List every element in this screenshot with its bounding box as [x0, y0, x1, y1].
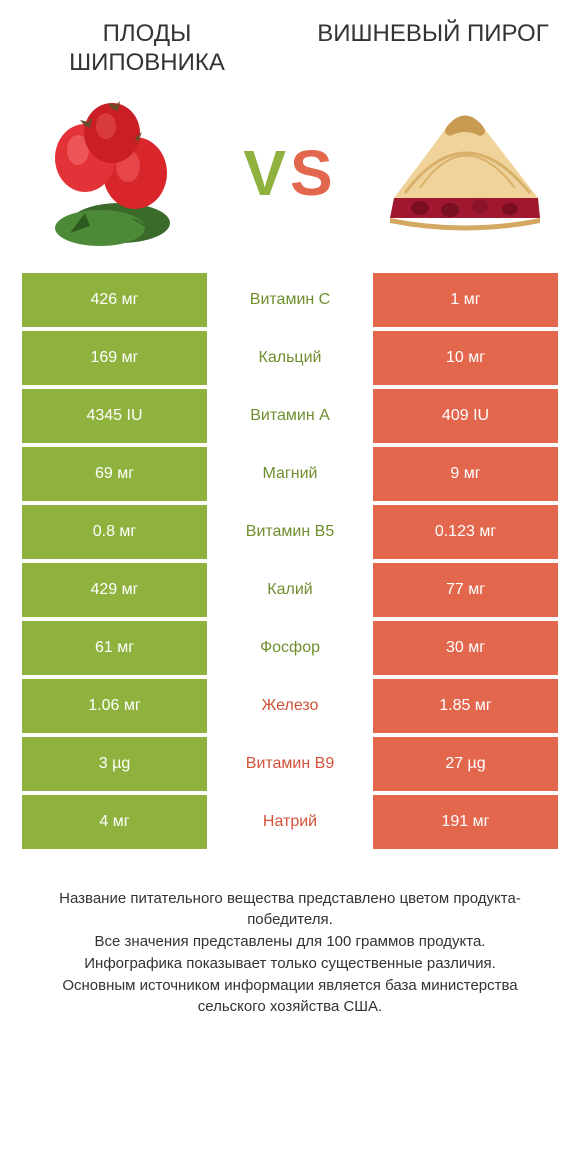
nutrient-name-cell: Натрий: [207, 795, 373, 849]
right-value-cell: 191 мг: [373, 795, 558, 849]
footer-notes: Название питательного вещества представл…: [0, 853, 580, 1019]
table-row: 3 µgВитамин B927 µg: [22, 737, 558, 791]
left-value-cell: 429 мг: [22, 563, 207, 617]
nutrient-name-cell: Фосфор: [207, 621, 373, 675]
nutrient-name-cell: Витамин B9: [207, 737, 373, 791]
vs-s: S: [290, 137, 337, 209]
table-row: 169 мгКальций10 мг: [22, 331, 558, 385]
pie-image: [380, 98, 550, 248]
right-value-cell: 409 IU: [373, 389, 558, 443]
right-value-cell: 27 µg: [373, 737, 558, 791]
right-value-cell: 10 мг: [373, 331, 558, 385]
nutrient-name-cell: Витамин A: [207, 389, 373, 443]
footer-line: Название питательного вещества представл…: [30, 888, 550, 932]
left-value-cell: 4 мг: [22, 795, 207, 849]
right-value-cell: 30 мг: [373, 621, 558, 675]
rosehip-image: [30, 98, 200, 248]
left-value-cell: 1.06 мг: [22, 679, 207, 733]
right-value-cell: 1.85 мг: [373, 679, 558, 733]
table-row: 61 мгФосфор30 мг: [22, 621, 558, 675]
images-row: VS: [0, 88, 580, 273]
vs-label: VS: [243, 136, 336, 210]
table-row: 4345 IUВитамин A409 IU: [22, 389, 558, 443]
nutrient-name-cell: Калий: [207, 563, 373, 617]
left-value-cell: 0.8 мг: [22, 505, 207, 559]
footer-line: Инфографика показывает только существенн…: [30, 953, 550, 975]
left-value-cell: 4345 IU: [22, 389, 207, 443]
left-value-cell: 169 мг: [22, 331, 207, 385]
footer-line: Основным источником информации является …: [30, 975, 550, 1019]
right-value-cell: 1 мг: [373, 273, 558, 327]
header: ПЛОДЫ ШИПОВНИКА ВИШНЕВЫЙ ПИРОГ: [0, 0, 580, 88]
nutrient-name-cell: Кальций: [207, 331, 373, 385]
vs-v: V: [243, 137, 290, 209]
table-row: 4 мгНатрий191 мг: [22, 795, 558, 849]
table-row: 69 мгМагний9 мг: [22, 447, 558, 501]
nutrient-name-cell: Магний: [207, 447, 373, 501]
table-row: 429 мгКалий77 мг: [22, 563, 558, 617]
right-value-cell: 77 мг: [373, 563, 558, 617]
nutrient-name-cell: Железо: [207, 679, 373, 733]
table-row: 1.06 мгЖелезо1.85 мг: [22, 679, 558, 733]
table-row: 426 мгВитамин C1 мг: [22, 273, 558, 327]
nutrient-table: 426 мгВитамин C1 мг169 мгКальций10 мг434…: [0, 273, 580, 849]
left-food-title: ПЛОДЫ ШИПОВНИКА: [30, 20, 264, 78]
right-value-cell: 0.123 мг: [373, 505, 558, 559]
right-food-title: ВИШНЕВЫЙ ПИРОГ: [316, 20, 550, 78]
nutrient-name-cell: Витамин B5: [207, 505, 373, 559]
left-value-cell: 426 мг: [22, 273, 207, 327]
left-value-cell: 69 мг: [22, 447, 207, 501]
nutrient-name-cell: Витамин C: [207, 273, 373, 327]
left-value-cell: 3 µg: [22, 737, 207, 791]
right-value-cell: 9 мг: [373, 447, 558, 501]
table-row: 0.8 мгВитамин B50.123 мг: [22, 505, 558, 559]
footer-line: Все значения представлены для 100 граммо…: [30, 931, 550, 953]
left-value-cell: 61 мг: [22, 621, 207, 675]
